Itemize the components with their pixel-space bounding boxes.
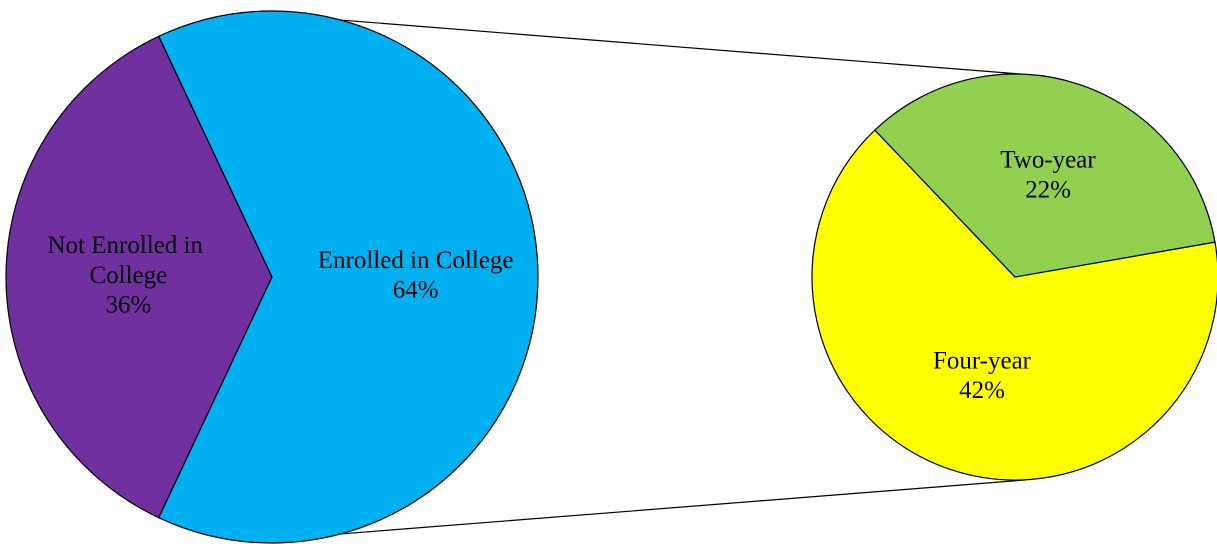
slice-value-label: 64% — [393, 277, 439, 304]
slice-label: Two-year — [1000, 146, 1096, 173]
slice-label: Enrolled in College — [318, 247, 514, 274]
pie-slice — [874, 73, 1216, 278]
pie-slice — [811, 129, 1217, 481]
slice-value-label: 42% — [959, 377, 1005, 404]
slice-label: Not Enrolled in College — [47, 232, 209, 289]
connector-line — [340, 19, 1021, 75]
connector-line — [340, 479, 1026, 535]
slice-value-label: 36% — [105, 292, 151, 319]
pie-slice — [157, 10, 539, 544]
pie-slice — [5, 35, 273, 519]
slice-label: Four-year — [933, 347, 1032, 374]
slice-value-label: 22% — [1025, 176, 1071, 203]
